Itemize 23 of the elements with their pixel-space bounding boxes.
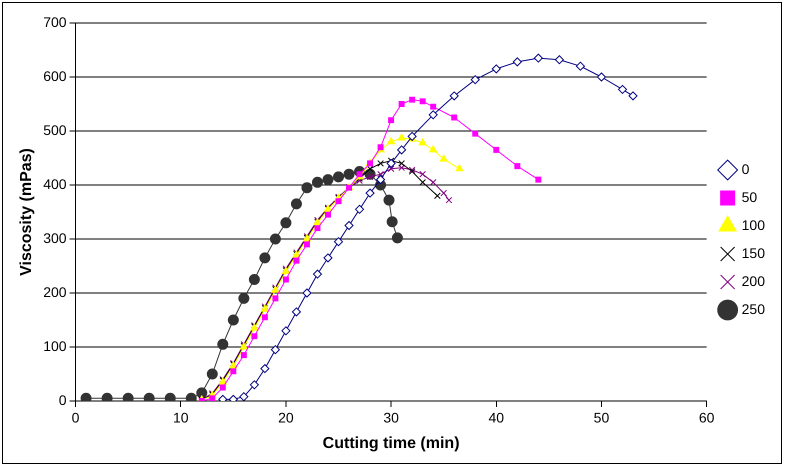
legend-label: 50 [742,188,758,205]
x-tick-label: 20 [278,409,294,426]
x-tick-label: 0 [72,409,80,426]
x-axis-title: Cutting time (min) [322,434,460,452]
legend-label: 150 [742,244,766,261]
x-tick-label: 30 [383,409,400,426]
y-tick-label: 200 [43,284,67,300]
y-tick-label: 500 [43,122,67,138]
y-tick-label: 0 [58,392,67,408]
x-tick-label: 50 [594,409,610,426]
legend-label: 250 [742,300,766,317]
x-tick-label: 40 [488,409,504,426]
y-tick-label: 700 [43,14,67,30]
y-tick-label: 100 [43,338,67,354]
y-axis-title: Viscosity (mPas) [18,148,36,276]
x-tick-label: 10 [172,409,189,426]
y-tick-label: 300 [43,230,67,246]
y-tick-label: 600 [43,68,67,84]
legend-label: 100 [742,216,766,233]
legend-label: 0 [742,160,750,177]
y-tick-label: 400 [43,176,67,192]
x-tick-label: 60 [698,409,715,426]
legend-label: 200 [742,272,766,289]
